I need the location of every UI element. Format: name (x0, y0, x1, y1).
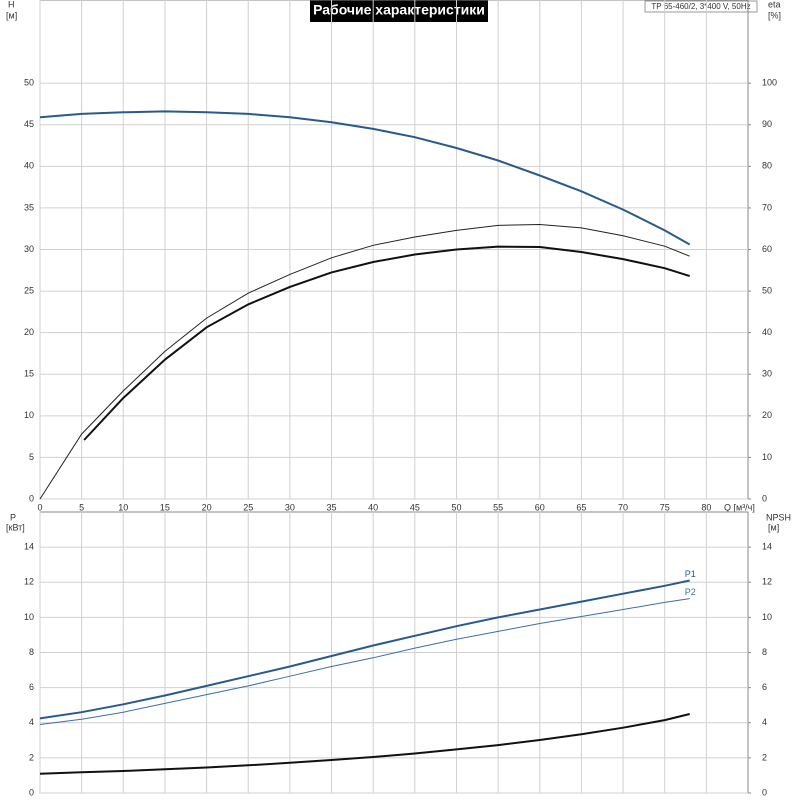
y-tick-label: 5 (29, 452, 34, 462)
series-line (39, 110, 691, 246)
series-line (39, 598, 690, 725)
series-label: P1 (685, 569, 696, 579)
subtitle-box (644, 0, 758, 13)
y-tick-label: 30 (24, 244, 34, 254)
y-tick-label: 40 (24, 161, 34, 171)
y-tick-label: 2 (29, 752, 34, 762)
x-tick-label: 20 (202, 502, 212, 512)
series-line (83, 245, 691, 441)
y2-axis-unit: [%] (768, 10, 781, 20)
y-tick-label: 15 (24, 369, 34, 379)
y2-tick-label: 70 (762, 202, 772, 212)
y-tick-label: 0 (29, 787, 34, 797)
title-box (310, 0, 488, 22)
y-tick-label: 45 (24, 119, 34, 129)
x-tick-label: 75 (660, 502, 670, 512)
y-tick-label: 8 (29, 647, 34, 657)
x-tick-label: 80 (701, 502, 711, 512)
chart-subtitle: TP 65-460/2, 3*400 V, 50Hz (651, 2, 750, 11)
y2-tick-label: 80 (762, 161, 772, 171)
series-line (39, 579, 690, 720)
series-label: P2 (685, 587, 696, 597)
series-line (39, 713, 690, 775)
x-tick-label: 30 (285, 502, 295, 512)
y2-tick-label: 40 (762, 327, 772, 337)
y2-tick-label: 100 (762, 78, 777, 88)
y2-tick-label: 30 (762, 369, 772, 379)
y2-axis-label: eta (768, 0, 781, 9)
y2-tick-label: 50 (762, 285, 772, 295)
y-tick-label: 6 (29, 682, 34, 692)
y2-tick-label: 20 (762, 410, 772, 420)
x-tick-label: 35 (327, 502, 337, 512)
y-tick-label: 10 (24, 410, 34, 420)
y2-tick-label: 10 (762, 612, 772, 622)
y2-tick-label: 12 (762, 577, 772, 587)
y2-tick-label: 2 (762, 752, 767, 762)
y-tick-label: 50 (24, 78, 34, 88)
y-axis-label: P (10, 512, 16, 522)
y2-tick-label: 0 (762, 787, 767, 797)
x-tick-label: 70 (618, 502, 628, 512)
y2-tick-label: 8 (762, 647, 767, 657)
x-tick-label: 0 (37, 502, 42, 512)
y-tick-label: 12 (24, 577, 34, 587)
y-tick-label: 20 (24, 327, 34, 337)
series-line (39, 223, 690, 500)
y2-tick-label: 0 (762, 493, 767, 503)
x-tick-label: 10 (118, 502, 128, 512)
y2-axis-unit: [м] (768, 522, 779, 532)
x-tick-label: 60 (535, 502, 545, 512)
y2-tick-label: 10 (762, 452, 772, 462)
y-tick-label: 14 (24, 542, 34, 552)
y2-tick-label: 60 (762, 244, 772, 254)
y-axis-label: H (8, 0, 15, 9)
x-tick-label: 55 (493, 502, 503, 512)
y-tick-label: 0 (29, 493, 34, 503)
y-axis-unit: [м] (6, 10, 17, 20)
y-tick-label: 35 (24, 202, 34, 212)
y2-tick-label: 90 (762, 119, 772, 129)
y2-tick-label: 14 (762, 542, 772, 552)
x-tick-label: 65 (576, 502, 586, 512)
x-tick-label: 50 (451, 502, 461, 512)
x-tick-label: 15 (160, 502, 170, 512)
x-tick-label: 45 (410, 502, 420, 512)
y-tick-label: 4 (29, 717, 34, 727)
x-tick-label: 40 (368, 502, 378, 512)
y2-axis-label: NPSH (766, 512, 791, 522)
x-tick-label: 5 (79, 502, 84, 512)
y-axis-unit: [кВт] (6, 522, 25, 532)
y2-tick-label: 6 (762, 682, 767, 692)
y-tick-label: 25 (24, 285, 34, 295)
y2-tick-label: 4 (762, 717, 767, 727)
y-tick-label: 10 (24, 612, 34, 622)
x-axis-label: Q [м³/ч] (724, 502, 755, 512)
chart-title: Рабочие характеристики (313, 2, 485, 18)
x-tick-label: 25 (243, 502, 253, 512)
